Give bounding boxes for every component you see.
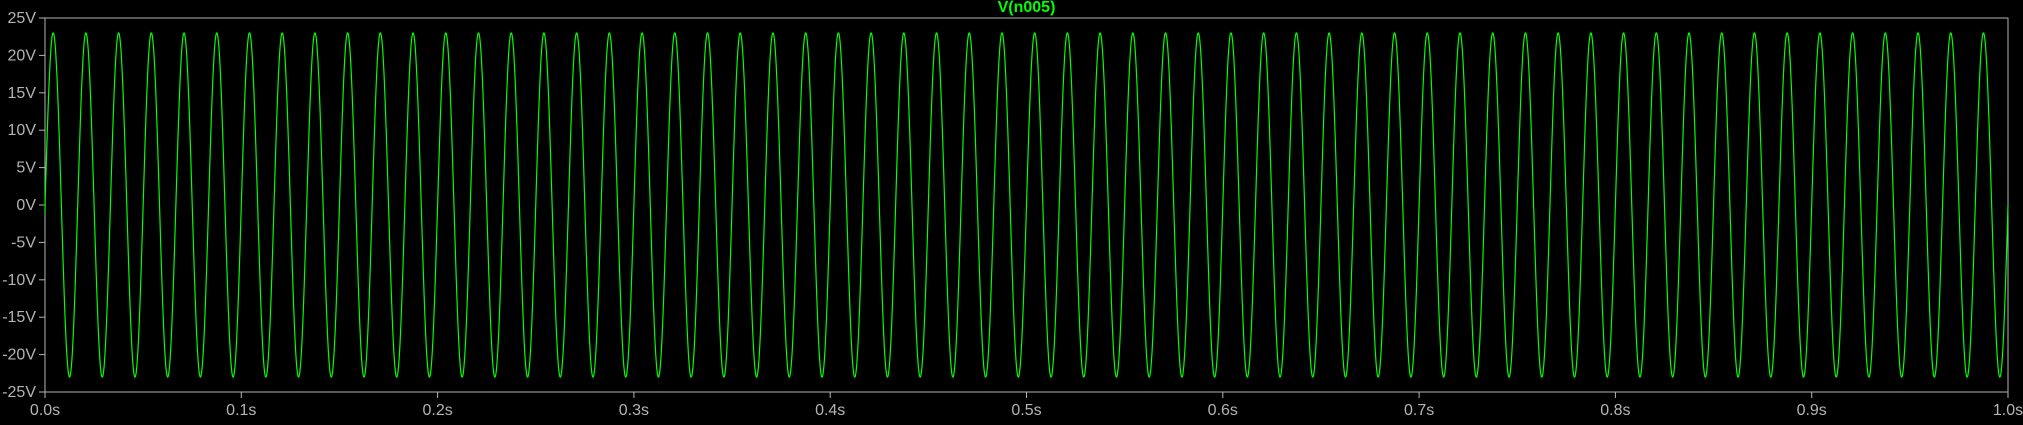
y-tick-label: 20V [8, 47, 37, 64]
x-tick-label: 0.1s [226, 402, 256, 419]
x-tick-label: 0.7s [1404, 402, 1434, 419]
x-tick-label: 0.2s [422, 402, 452, 419]
y-tick-label: 15V [8, 85, 37, 102]
x-tick-label: 1.0s [1993, 402, 2023, 419]
x-tick-label: 0.6s [1208, 402, 1238, 419]
x-tick-label: 0.9s [1797, 402, 1827, 419]
trace-title[interactable]: V(n005) [998, 0, 1056, 16]
y-tick-label: 5V [16, 160, 36, 177]
y-tick-label: 25V [8, 10, 37, 27]
x-tick-label: 0.8s [1600, 402, 1630, 419]
x-tick-label: 0.3s [619, 402, 649, 419]
x-tick-label: 0.4s [815, 402, 845, 419]
y-tick-label: -10V [2, 272, 36, 289]
y-tick-label: 0V [16, 197, 36, 214]
y-tick-label: -15V [2, 309, 36, 326]
y-tick-label: -5V [11, 234, 36, 251]
x-tick-label: 0.0s [30, 402, 60, 419]
y-tick-label: 10V [8, 122, 37, 139]
y-tick-label: -20V [2, 347, 36, 364]
x-tick-label: 0.5s [1011, 402, 1041, 419]
y-tick-label: -25V [2, 384, 36, 401]
